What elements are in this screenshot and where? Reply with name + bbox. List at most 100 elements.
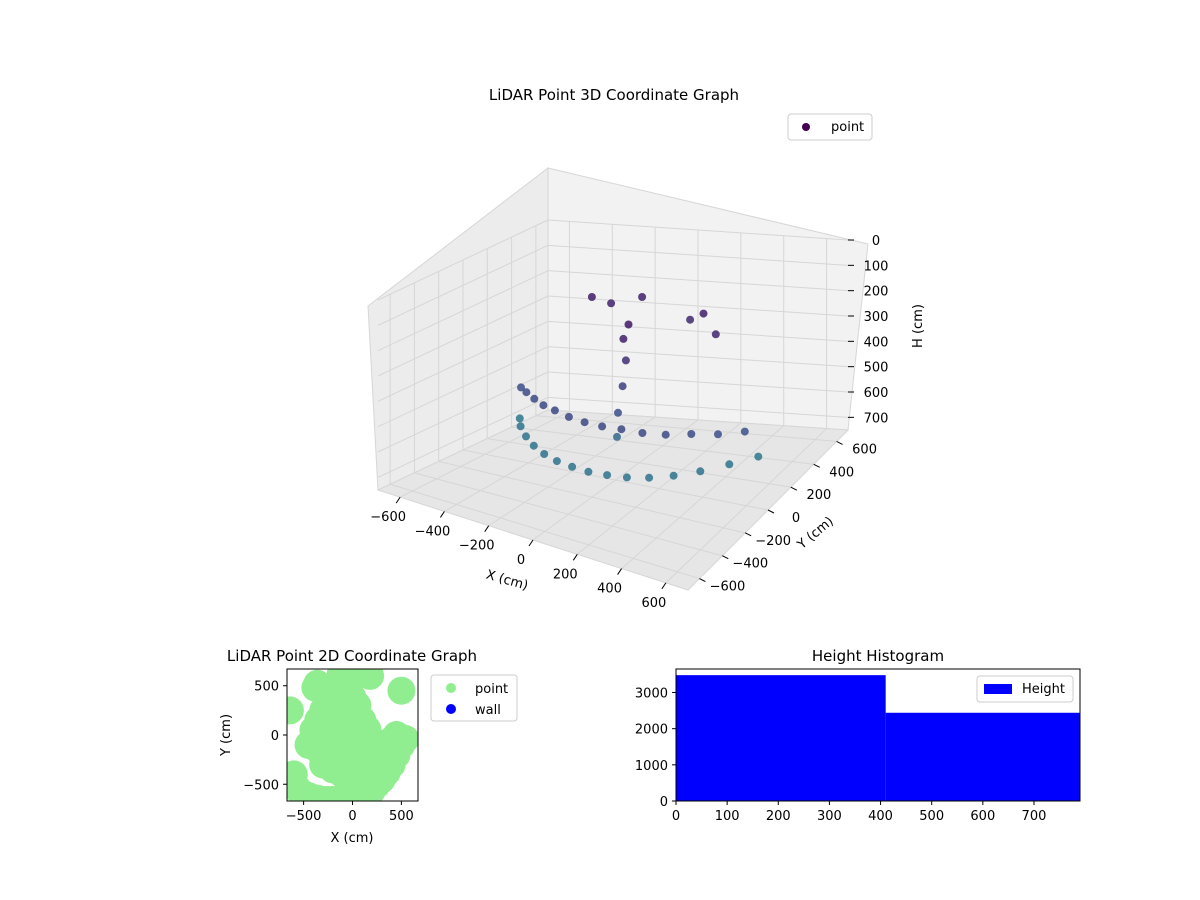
chart-2d-title: LiDAR Point 2D Coordinate Graph — [227, 647, 477, 665]
scatter-3d-point — [754, 452, 763, 461]
histogram-frame — [675, 668, 1081, 802]
y-tick-2d-label: 0 — [271, 729, 279, 744]
scatter-3d-point — [617, 425, 626, 434]
x-tick-2d-label: 0 — [348, 809, 356, 824]
scatter-3d-point — [614, 408, 622, 417]
scatter-3d-point — [699, 309, 708, 318]
scatter-3d-point — [517, 383, 525, 392]
scatter-3d-point — [603, 471, 612, 480]
histogram-x-tick-label: 700 — [1022, 809, 1047, 824]
legend-2d-marker-point — [446, 683, 456, 693]
legend-histogram: Height — [976, 675, 1074, 703]
z-tick-3d-label: 100 — [864, 259, 889, 274]
z-tick-3d-label: 500 — [864, 361, 889, 376]
x-axis-2d-label: X (cm) — [331, 831, 374, 846]
z-tick-3d-label: 600 — [864, 386, 889, 401]
scatter-3d-point — [550, 406, 559, 415]
scatter-3d-point — [714, 430, 722, 439]
scatter-3d-point — [696, 467, 705, 476]
scatter-3d-point — [568, 462, 577, 471]
scatter-3d-point — [621, 356, 630, 365]
x-tick-2d-label: 500 — [389, 809, 414, 824]
scatter-2d-point — [382, 721, 411, 749]
scatter-3d-point — [619, 334, 628, 343]
histogram-bars — [676, 675, 1080, 801]
scatter-3d-point — [622, 473, 631, 482]
histogram-bar — [676, 675, 886, 801]
scatter-3d-point — [638, 293, 647, 301]
z-axis-3d-label: H (cm) — [911, 304, 926, 348]
y-axis-3d-label: Y (cm) — [794, 514, 837, 553]
y-tick-2d-label: −500 — [243, 778, 279, 793]
scatter-3d-point — [580, 418, 589, 427]
scatter-2d-plot: LiDAR Point 2D Coordinate Graph −500 0 500… — [219, 647, 518, 846]
grid-3d — [377, 219, 849, 584]
chart-3d-title: LiDAR Point 3D Coordinate Graph — [489, 86, 739, 104]
histogram-bar — [885, 712, 1080, 801]
scatter-3d-point — [540, 450, 549, 458]
histogram-y-tick-label: 1000 — [635, 759, 668, 774]
histogram-x-tick-label: 0 — [672, 809, 680, 824]
scatter-3d-point — [529, 441, 538, 450]
scatter-3d-point — [515, 414, 524, 423]
x-axis-3d-label: X (cm) — [484, 567, 529, 593]
histogram-axis-ticks: 0 100 200 300 400 500 600 700 0 1000 2000 3000 — [635, 687, 1046, 824]
scatter-3d-point — [618, 382, 627, 391]
x-tick-3d-label: 0 — [517, 553, 525, 568]
y-tick-2d-label: 500 — [254, 680, 279, 695]
y-tick-3d-label: 200 — [806, 488, 831, 503]
histogram-y-tick-label: 2000 — [635, 723, 668, 738]
legend-histogram-swatch — [984, 684, 1012, 694]
scatter-3d-point — [711, 330, 720, 339]
x-tick-2d-label: −500 — [286, 809, 322, 824]
y-tick-3d-label: −400 — [732, 557, 768, 572]
legend-2d-label-wall: wall — [475, 703, 501, 718]
scatter-3d-point — [725, 460, 734, 469]
histogram-y-tick-label: 3000 — [635, 687, 668, 702]
scatter-2d-point — [356, 669, 385, 690]
scatter-3d-point — [516, 422, 525, 431]
scatter-2d-point — [301, 673, 330, 702]
y-tick-3d-label: 400 — [829, 465, 854, 480]
z-tick-3d-label: 300 — [864, 310, 889, 325]
y-axis-2d-label: Y (cm) — [219, 714, 234, 757]
z-tick-3d-label: 200 — [864, 285, 889, 300]
histogram-x-tick-label: 300 — [817, 809, 842, 824]
scatter-3d-point — [613, 432, 621, 441]
z-tick-3d-label: 700 — [864, 411, 889, 426]
scatter-3d-point — [564, 412, 573, 421]
histogram-x-tick-label: 100 — [715, 809, 740, 824]
x-tick-3d-label: 400 — [597, 582, 622, 597]
scatter-3d-plot: LiDAR Point 3D Coordinate Graph −600 −400… — [367, 86, 926, 611]
pane-floor — [376, 409, 850, 591]
legend-histogram-label: Height — [1022, 682, 1065, 697]
y-tick-3d-label: 600 — [852, 442, 877, 457]
scatter-3d-point — [686, 315, 695, 324]
histogram-y-tick-label: 0 — [660, 795, 668, 810]
scatter-3d-point — [552, 457, 561, 466]
histogram-plot: Height Histogram 0 100 200 300 400 500 600 7000… — [635, 647, 1081, 824]
histogram-x-tick-label: 500 — [919, 809, 944, 824]
z-tick-3d-label: 0 — [872, 234, 880, 249]
scatter-3d-point — [598, 422, 607, 431]
scatter-3d-point — [687, 430, 696, 438]
histogram-x-tick-label: 400 — [868, 809, 893, 824]
axis-2d-ticks: −500 0 500 −500 0 500 — [243, 680, 414, 824]
y-tick-3d-label: −600 — [710, 580, 746, 595]
scatter-3d-point — [638, 429, 647, 437]
legend-3d: point — [787, 113, 873, 141]
scatter-2d-points — [287, 669, 418, 801]
scatter-3d-point — [740, 427, 749, 436]
y-tick-3d-label: 0 — [792, 511, 800, 526]
legend-2d-marker-wall — [446, 704, 456, 714]
scatter-3d-point — [530, 394, 539, 403]
x-tick-3d-label: 600 — [641, 596, 666, 611]
legend-2d-label-point: point — [475, 682, 508, 697]
x-tick-3d-label: −200 — [459, 539, 495, 554]
x-tick-3d-label: −400 — [415, 524, 451, 539]
scatter-3d-point — [584, 467, 593, 476]
scatter-2d-point — [287, 696, 304, 725]
histogram-title: Height Histogram — [812, 647, 944, 665]
scatter-3d-point — [522, 432, 530, 441]
